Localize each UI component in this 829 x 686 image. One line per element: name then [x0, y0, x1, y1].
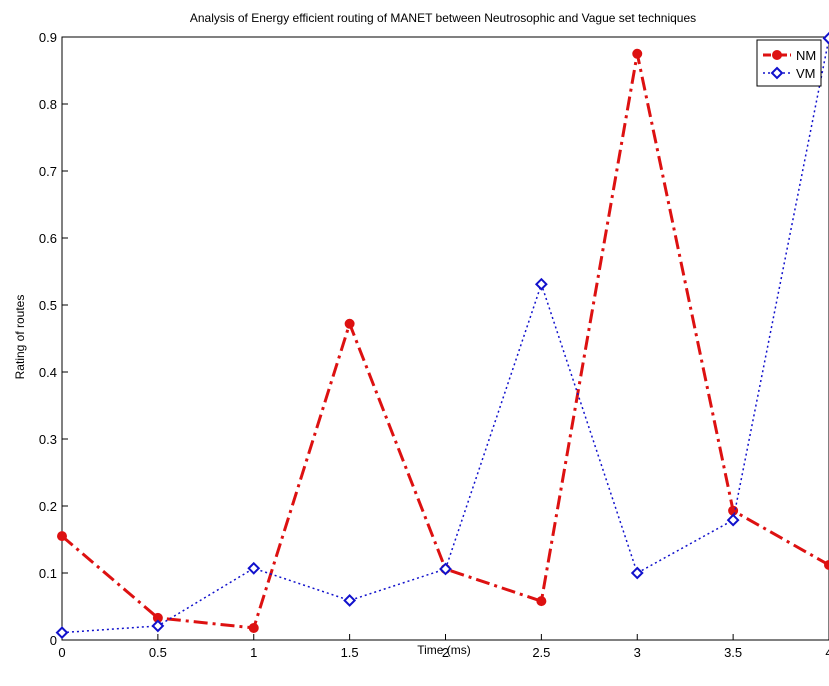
x-tick-label: 2: [442, 645, 449, 660]
y-tick-label: 0.3: [39, 432, 57, 447]
data-point-nm: [344, 318, 355, 329]
y-axis-ticks: 0 0.1 0.2 0.3 0.4 0.5 0.6 0.7 0.8 0.9: [39, 30, 68, 648]
x-tick-label: 1: [250, 645, 257, 660]
y-tick-label: 0.7: [39, 164, 57, 179]
data-point-vm: [439, 562, 452, 576]
data-point-vm: [822, 31, 829, 45]
legend-box: [756, 39, 822, 87]
data-point-vm: [247, 561, 261, 575]
chart-title: Analysis of Energy efficient routing of …: [190, 11, 696, 25]
y-tick-label: 0: [50, 633, 57, 648]
series-line-nm: [61, 53, 829, 630]
y-tick-label: 0.1: [39, 566, 57, 581]
x-axis-label: Time (ms): [417, 643, 471, 657]
data-point-vm: [151, 619, 165, 633]
data-point-nm: [248, 622, 259, 633]
y-tick-label: 0.6: [39, 231, 57, 246]
x-tick-label: 2.5: [532, 645, 550, 660]
data-point-vm: [726, 513, 740, 527]
legend-marker-vm: [770, 66, 784, 80]
x-tick-label: 0: [58, 645, 65, 660]
series-layer: [55, 31, 829, 640]
legend-label-vm: VM: [796, 66, 816, 81]
data-point-nm: [57, 531, 67, 542]
legend-marker-nm: [772, 50, 782, 60]
x-tick-label: 0.5: [149, 645, 167, 660]
y-tick-label: 0.8: [39, 97, 57, 112]
plot-area: [61, 36, 829, 641]
data-point-nm: [824, 559, 829, 570]
data-point-nm: [536, 596, 547, 607]
y-tick-label: 0.4: [39, 365, 57, 380]
plot-frame: [61, 36, 829, 641]
y-tick-label: 0.9: [39, 30, 57, 45]
x-tick-label: 3.5: [724, 645, 742, 660]
data-point-vm: [343, 594, 357, 607]
legend-label-nm: NM: [796, 48, 816, 63]
data-point-vm: [55, 626, 69, 640]
x-tick-label: 3: [634, 645, 641, 660]
x-axis-ticks: 0 0.5 1 1.5 2 2.5 3 3.5 4: [58, 634, 829, 660]
series-vm: [55, 31, 829, 640]
data-point-vm: [630, 566, 644, 580]
series-nm: [57, 48, 829, 633]
data-point-vm: [534, 277, 548, 291]
y-axis-label: Rating of routes: [13, 295, 27, 380]
y-tick-label: 0.2: [39, 499, 57, 514]
x-tick-label: 1.5: [341, 645, 359, 660]
data-point-nm: [632, 48, 643, 59]
x-tick-label: 4: [825, 645, 829, 660]
legend: NM VM: [756, 39, 822, 87]
y-tick-label: 0.5: [39, 298, 57, 313]
series-line-vm: [61, 38, 829, 634]
